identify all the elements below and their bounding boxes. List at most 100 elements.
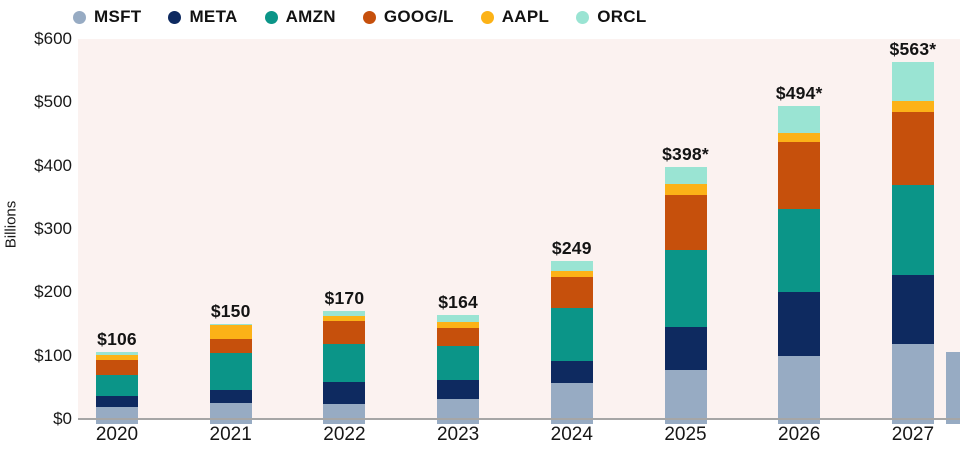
bar-segment-orcl [664, 166, 707, 185]
bar-total-label: $150 [210, 301, 251, 321]
bar-segment-googl [209, 339, 252, 354]
bar-total-label: $494* [775, 83, 823, 104]
bar-segment-orcl [550, 261, 593, 271]
legend-label: MSFT [94, 7, 142, 26]
legend-label: GOOG/L [383, 7, 454, 26]
legend-swatch-icon [73, 10, 86, 24]
bar-2026 [778, 106, 821, 424]
bar-segment-orcl [323, 311, 366, 317]
x-tick-label-2027: 2027 [891, 424, 935, 445]
bar-segment-meta [891, 275, 934, 345]
bar-segment-aapl [437, 322, 480, 328]
bar-2024 [550, 261, 593, 424]
bar-segment-aapl [96, 355, 138, 361]
bar-total-label: $563* [889, 39, 937, 60]
bar-total-label: $164 [438, 292, 478, 313]
legend-swatch-icon [480, 10, 494, 24]
legend-item-googl: GOOG/L [362, 7, 454, 27]
y-tick-label: $200 [34, 282, 72, 302]
partial-bar-right-edge [946, 351, 960, 424]
bar-2022 [323, 311, 366, 424]
bar-segment-googl [664, 195, 707, 250]
bar-2025 [664, 166, 707, 424]
bar-segment-amzn [891, 184, 934, 276]
legend-item-msft: MSFT [73, 7, 141, 27]
plot-area [78, 39, 960, 424]
bar-segment-aapl [323, 316, 366, 322]
bar-segment-amzn [96, 374, 138, 396]
y-tick-label: $100 [34, 345, 72, 365]
bar-segment-aapl [664, 184, 707, 196]
y-tick-label: $400 [34, 155, 72, 175]
bar-2023 [437, 315, 480, 424]
legend-label: ORCL [597, 7, 647, 26]
bar-segment-aapl [778, 132, 821, 143]
x-tick-label-2024: 2024 [550, 424, 593, 445]
y-tick-label: $300 [34, 219, 72, 238]
legend-item-meta: META [168, 7, 237, 27]
bar-segment-aapl [550, 270, 593, 278]
x-tick-label-2023: 2023 [436, 424, 480, 445]
bar-segment-msft [323, 404, 366, 424]
legend-label: META [189, 7, 238, 26]
legend-label: AMZN [285, 7, 336, 26]
legend-item-amzn: AMZN [264, 7, 336, 27]
bar-segment-meta [323, 381, 366, 405]
bar-segment-msft [778, 356, 821, 424]
legend-label: AAPL [501, 7, 550, 26]
bar-segment-googl [550, 277, 593, 308]
bar-segment-amzn [550, 307, 593, 361]
bar-segment-amzn [664, 249, 707, 328]
bar-segment-msft [209, 403, 252, 424]
bar-segment-googl [96, 360, 138, 375]
x-tick-label-2020: 2020 [95, 424, 139, 445]
x-tick-label-2022: 2022 [323, 424, 366, 445]
bar-segment-orcl [891, 62, 934, 102]
bar-segment-orcl [96, 351, 138, 356]
x-tick-label-2026: 2026 [778, 424, 821, 445]
bar-segment-msft [664, 370, 707, 424]
bar-segment-googl [437, 327, 480, 347]
bar-2027 [891, 62, 934, 424]
legend: MSFT META AMZN GOOG/L AAPL ORCL [73, 7, 647, 27]
bar-segment-meta [96, 395, 138, 407]
bar-segment-amzn [778, 209, 821, 293]
legend-item-orcl: ORCL [576, 7, 646, 27]
legend-swatch-icon [264, 10, 278, 24]
bar-segment-orcl [437, 315, 480, 323]
bar-segment-googl [778, 142, 821, 210]
bar-segment-amzn [323, 343, 366, 382]
y-tick-label: $600 [34, 29, 72, 48]
bar-segment-amzn [209, 353, 252, 390]
bar-segment-msft [891, 344, 934, 424]
bar-2020 [96, 351, 138, 424]
bar-segment-amzn [437, 346, 480, 381]
bar-segment-aapl [891, 101, 934, 112]
bar-segment-meta [778, 292, 821, 357]
bar-segment-msft [96, 406, 138, 424]
bar-segment-orcl [778, 106, 821, 133]
bar-2021 [209, 324, 252, 424]
bar-total-label: $398* [662, 143, 709, 164]
bar-segment-aapl [209, 324, 252, 340]
legend-item-aapl: AAPL [480, 7, 550, 27]
bar-segment-meta [664, 327, 707, 371]
x-axis-line [78, 418, 960, 420]
bar-total-label: $170 [324, 288, 365, 309]
bar-segment-meta [209, 389, 252, 404]
bar-segment-meta [437, 380, 480, 399]
bar-total-label: $249 [551, 238, 592, 259]
bar-segment-msft [437, 398, 480, 424]
bar-segment-msft [550, 382, 593, 424]
legend-swatch-icon [362, 10, 376, 24]
y-tick-label: $0 [53, 409, 72, 428]
bar-segment-meta [550, 360, 593, 383]
bar-total-label: $106 [97, 328, 137, 349]
y-tick-label: $500 [34, 92, 72, 112]
x-tick-label-2025: 2025 [664, 424, 707, 445]
legend-swatch-icon [168, 10, 182, 24]
bar-segment-googl [891, 111, 934, 185]
x-tick-label-2021: 2021 [209, 424, 252, 445]
bar-segment-googl [323, 321, 366, 344]
